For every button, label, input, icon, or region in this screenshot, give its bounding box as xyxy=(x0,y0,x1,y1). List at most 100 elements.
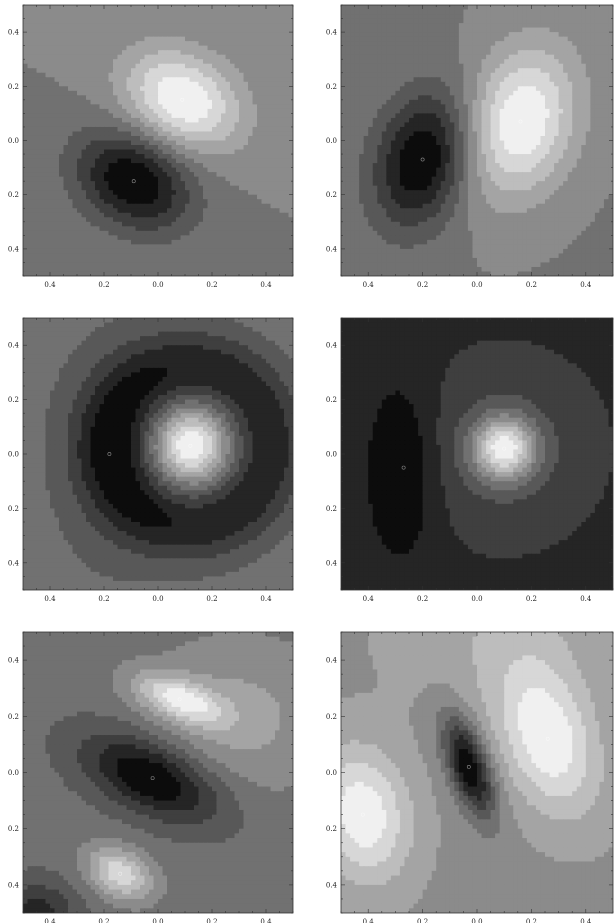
contour-cell xyxy=(189,235,195,241)
contour-cell xyxy=(108,18,114,24)
contour-cell xyxy=(576,59,582,65)
contour-cell xyxy=(535,95,542,101)
contour-cell xyxy=(234,271,240,276)
contour-cell xyxy=(372,50,378,56)
contour-cell xyxy=(288,271,293,276)
contour-cell xyxy=(225,68,231,74)
contour-cell xyxy=(158,54,164,60)
contour-cell xyxy=(266,72,272,78)
contour-cell xyxy=(458,41,464,47)
contour-cell xyxy=(431,9,437,15)
contour-cell xyxy=(27,72,33,78)
contour-cell xyxy=(504,59,510,65)
contour-cell xyxy=(90,50,96,56)
contour-cell xyxy=(270,68,276,74)
contour-cell xyxy=(36,181,42,187)
contour-cell xyxy=(590,59,596,65)
contour-cell xyxy=(350,5,356,11)
contour-cell xyxy=(221,126,227,133)
contour-cell xyxy=(257,212,263,218)
contour-cell xyxy=(185,172,191,178)
contour-cell xyxy=(458,63,464,69)
contour-cell xyxy=(185,113,191,119)
contour-cell xyxy=(189,68,195,74)
contour-cell xyxy=(257,185,263,191)
contour-cell xyxy=(225,154,231,160)
contour-cell xyxy=(540,45,546,51)
contour-cell xyxy=(216,244,222,250)
contour-cell xyxy=(230,14,236,20)
contour-cell xyxy=(463,32,469,38)
contour-cell xyxy=(117,90,123,96)
contour-cell xyxy=(104,45,110,51)
contour-cell xyxy=(90,90,96,96)
contour-cell xyxy=(23,149,29,155)
contour-cell xyxy=(189,104,195,110)
contour-cell xyxy=(45,217,51,223)
contour-cell xyxy=(153,158,159,164)
contour-cell xyxy=(234,131,240,137)
contour-cell xyxy=(572,41,578,47)
contour-cell xyxy=(390,36,396,42)
contour-cell xyxy=(54,45,60,51)
contour-cell xyxy=(27,41,33,47)
contour-cell xyxy=(234,158,240,164)
contour-cell xyxy=(171,18,177,24)
contour-cell xyxy=(126,239,132,245)
contour-cell xyxy=(54,86,60,92)
contour-cell xyxy=(171,32,177,38)
contour-cell xyxy=(288,194,293,200)
contour-cell xyxy=(270,117,276,124)
contour-cell xyxy=(230,172,236,178)
contour-cell xyxy=(526,50,532,56)
contour-cell xyxy=(176,163,182,169)
contour-cell xyxy=(149,72,155,78)
contour-cell xyxy=(140,221,146,227)
contour-cell xyxy=(458,54,464,60)
contour-cell xyxy=(270,212,276,218)
contour-cell xyxy=(180,266,186,273)
contour-cell xyxy=(27,5,33,11)
contour-cell xyxy=(563,68,569,74)
contour-cell xyxy=(63,36,69,42)
contour-cell xyxy=(472,9,478,15)
contour-cell xyxy=(486,18,492,24)
contour-cell xyxy=(144,36,150,42)
contour-cell xyxy=(567,72,573,78)
contour-cell xyxy=(567,27,573,33)
contour-cell xyxy=(279,23,285,29)
contour-cell xyxy=(95,72,101,78)
contour-cell xyxy=(144,131,150,137)
contour-cell xyxy=(99,239,105,245)
contour-cell xyxy=(90,131,96,137)
contour-cell xyxy=(284,271,290,276)
contour-cell xyxy=(113,59,119,65)
contour-cell xyxy=(86,122,92,128)
contour-cell xyxy=(122,5,128,11)
contour-cell xyxy=(467,90,474,96)
contour-cell xyxy=(122,18,128,24)
contour-cell xyxy=(207,126,213,133)
contour-cell xyxy=(95,257,101,264)
contour-cell xyxy=(104,126,110,133)
contour-cell xyxy=(36,235,42,241)
contour-cell xyxy=(270,36,276,42)
contour-cell xyxy=(499,18,505,24)
contour-cell xyxy=(517,90,523,96)
contour-cell xyxy=(126,50,132,56)
contour-cell xyxy=(203,122,209,128)
contour-cell xyxy=(27,99,33,105)
contour-cell xyxy=(144,135,150,142)
contour-cell xyxy=(59,167,65,173)
contour-cell xyxy=(239,99,245,105)
contour-cell xyxy=(540,9,546,15)
contour-cell xyxy=(23,154,29,160)
contour-cell xyxy=(372,23,378,29)
contour-cell xyxy=(162,145,168,151)
contour-cell xyxy=(409,95,415,101)
contour-cell xyxy=(377,41,383,47)
contour-cell xyxy=(399,27,406,33)
contour-cell xyxy=(225,266,231,273)
contour-cell xyxy=(531,77,537,83)
contour-cell xyxy=(153,244,159,250)
